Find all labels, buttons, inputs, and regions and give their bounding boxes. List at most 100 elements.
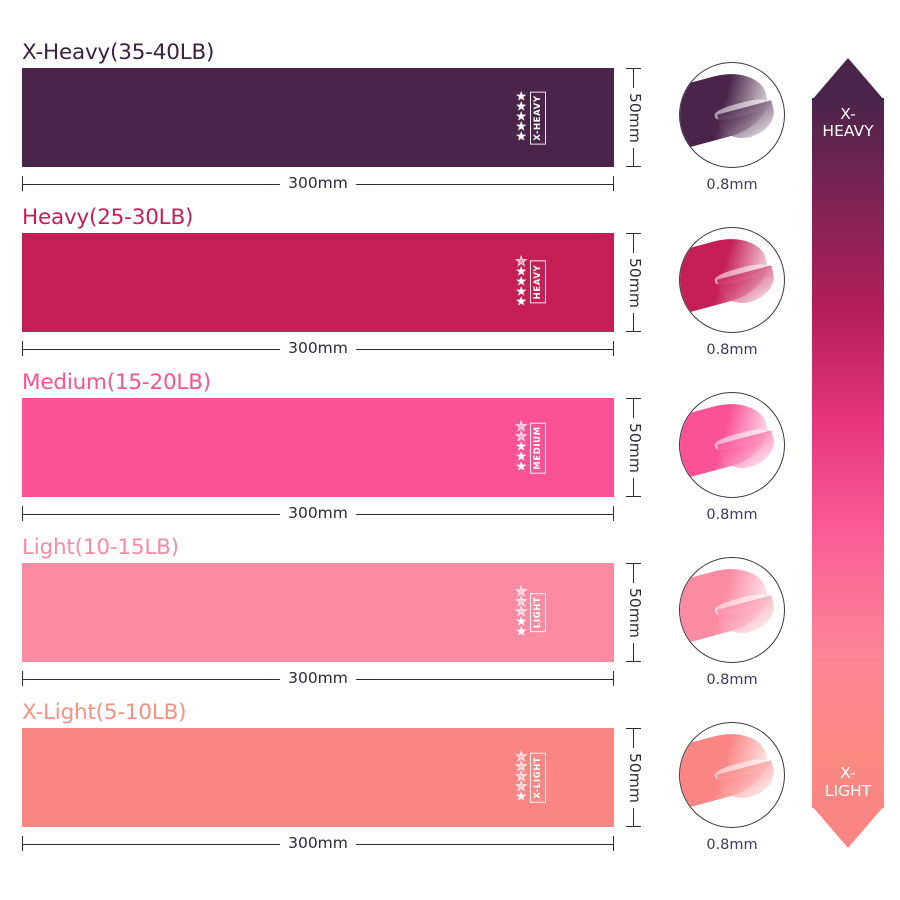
length-dimension: 300mm (22, 834, 614, 852)
arrow-shaft (812, 98, 884, 808)
star-rating: ★ ★ ★ ★ ★ (515, 254, 528, 310)
star-filled-icon: ★ (515, 89, 527, 105)
star-outline-icon: ★ (515, 594, 528, 610)
star-outline-icon: ★ (515, 254, 528, 270)
width-dimension-label: 50mm (626, 252, 644, 313)
arrow-top-label-line1: X- (840, 105, 856, 123)
star-rating: ★ ★ ★ ★ ★ (515, 584, 528, 640)
thickness-photo (679, 227, 785, 333)
arrow-head-top-icon (812, 58, 884, 100)
dimension-cap-top (626, 728, 641, 730)
dimension-cap-right (612, 341, 614, 356)
band-title: X-Light(5-10LB) (22, 700, 187, 725)
thickness-photo (679, 62, 785, 168)
length-dimension-label: 300mm (280, 669, 356, 687)
band-title: Light(10-15LB) (22, 535, 179, 560)
width-dimension-label: 50mm (626, 87, 644, 148)
width-dimension: 50mm (624, 68, 646, 167)
arrow-bottom-label: X- LIGHT (812, 764, 884, 800)
star-filled-icon: ★ (515, 614, 527, 630)
dimension-cap-right (612, 176, 614, 191)
width-dimension: 50mm (624, 398, 646, 497)
dimension-cap-right (612, 836, 614, 851)
arrow-bottom-label-line1: X- (840, 764, 856, 783)
star-rating: ★ ★ ★ ★ ★ (515, 89, 527, 145)
length-dimension: 300mm (22, 504, 614, 522)
dimension-cap-bottom (626, 825, 641, 827)
thickness-callout-list: 0.8mm 0.8mm 0.8mm 0.8mm 0.8mm (660, 0, 805, 900)
dimension-cap-bottom (626, 330, 641, 332)
dimension-cap-bottom (626, 660, 641, 662)
band-badge-label: X-HEAVY (530, 90, 546, 145)
band-badge: ★ ★ ★ ★ ★ MEDIUM (515, 419, 546, 475)
thickness-label: 0.8mm (706, 177, 758, 193)
thickness-callout: 0.8mm (668, 227, 796, 358)
band-swatch: ★ ★ ★ ★ ★ LIGHT (22, 563, 614, 662)
band-list: X-Heavy(35-40LB) ★ ★ ★ ★ ★ X-HEAVY 300mm 50mm Hea… (22, 40, 646, 852)
band-badge-label: LIGHT (530, 592, 546, 633)
star-filled-icon: ★ (515, 439, 527, 455)
width-dimension: 50mm (624, 728, 646, 827)
star-filled-icon: ★ (515, 109, 527, 125)
star-filled-icon: ★ (515, 789, 527, 805)
dimension-cap-top (626, 233, 641, 235)
star-filled-icon: ★ (515, 99, 527, 115)
star-outline-icon: ★ (515, 769, 528, 785)
dimension-cap-left (22, 671, 24, 686)
thickness-callout: 0.8mm (668, 557, 796, 688)
band-swatch: ★ ★ ★ ★ ★ X-LIGHT (22, 728, 614, 827)
star-filled-icon: ★ (515, 264, 527, 280)
dimension-cap-bottom (626, 495, 641, 497)
dimension-cap-top (626, 398, 641, 400)
band-swatch: ★ ★ ★ ★ ★ HEAVY (22, 233, 614, 332)
star-outline-icon: ★ (515, 584, 528, 600)
band-title: Heavy(25-30LB) (22, 205, 194, 230)
band-badge: ★ ★ ★ ★ ★ X-LIGHT (515, 749, 546, 805)
width-dimension: 50mm (624, 233, 646, 332)
star-filled-icon: ★ (515, 294, 527, 310)
band-badge-label: HEAVY (530, 261, 546, 304)
thickness-label: 0.8mm (706, 837, 758, 853)
star-filled-icon: ★ (515, 274, 527, 290)
thickness-photo (679, 722, 785, 828)
strength-gradient-arrow: X- HEAVY X- LIGHT (812, 58, 884, 848)
width-dimension: 50mm (624, 563, 646, 662)
dimension-cap-left (22, 176, 24, 191)
thickness-photo (679, 392, 785, 498)
dimension-cap-bottom (626, 165, 641, 167)
length-dimension-label: 300mm (280, 339, 356, 357)
band-badge-label: MEDIUM (530, 421, 546, 474)
star-filled-icon: ★ (515, 119, 527, 135)
star-rating: ★ ★ ★ ★ ★ (515, 419, 528, 475)
star-outline-icon: ★ (515, 749, 528, 765)
band-badge: ★ ★ ★ ★ ★ LIGHT (515, 584, 546, 640)
band-title: Medium(15-20LB) (22, 370, 211, 395)
dimension-cap-right (612, 506, 614, 521)
star-outline-icon: ★ (515, 759, 528, 775)
thickness-label: 0.8mm (706, 507, 758, 523)
dimension-cap-left (22, 341, 24, 356)
band-badge: ★ ★ ★ ★ ★ X-HEAVY (515, 89, 546, 145)
band-badge: ★ ★ ★ ★ ★ HEAVY (515, 254, 546, 310)
dimension-cap-top (626, 68, 641, 70)
band-swatch: ★ ★ ★ ★ ★ X-HEAVY (22, 68, 614, 167)
star-outline-icon: ★ (515, 429, 528, 445)
thickness-callout: 0.8mm (668, 392, 796, 523)
length-dimension-label: 300mm (280, 504, 356, 522)
star-outline-icon: ★ (515, 419, 528, 435)
width-dimension-label: 50mm (626, 417, 644, 478)
star-outline-icon: ★ (515, 779, 528, 795)
thickness-callout: 0.8mm (668, 722, 796, 853)
band-swatch: ★ ★ ★ ★ ★ MEDIUM (22, 398, 614, 497)
star-rating: ★ ★ ★ ★ ★ (515, 749, 528, 805)
dimension-cap-left (22, 506, 24, 521)
star-outline-icon: ★ (515, 604, 528, 620)
star-filled-icon: ★ (515, 129, 527, 145)
thickness-photo (679, 557, 785, 663)
length-dimension: 300mm (22, 339, 614, 357)
length-dimension: 300mm (22, 669, 614, 687)
star-filled-icon: ★ (515, 624, 527, 640)
star-filled-icon: ★ (515, 459, 527, 475)
star-filled-icon: ★ (515, 284, 527, 300)
dimension-cap-right (612, 671, 614, 686)
